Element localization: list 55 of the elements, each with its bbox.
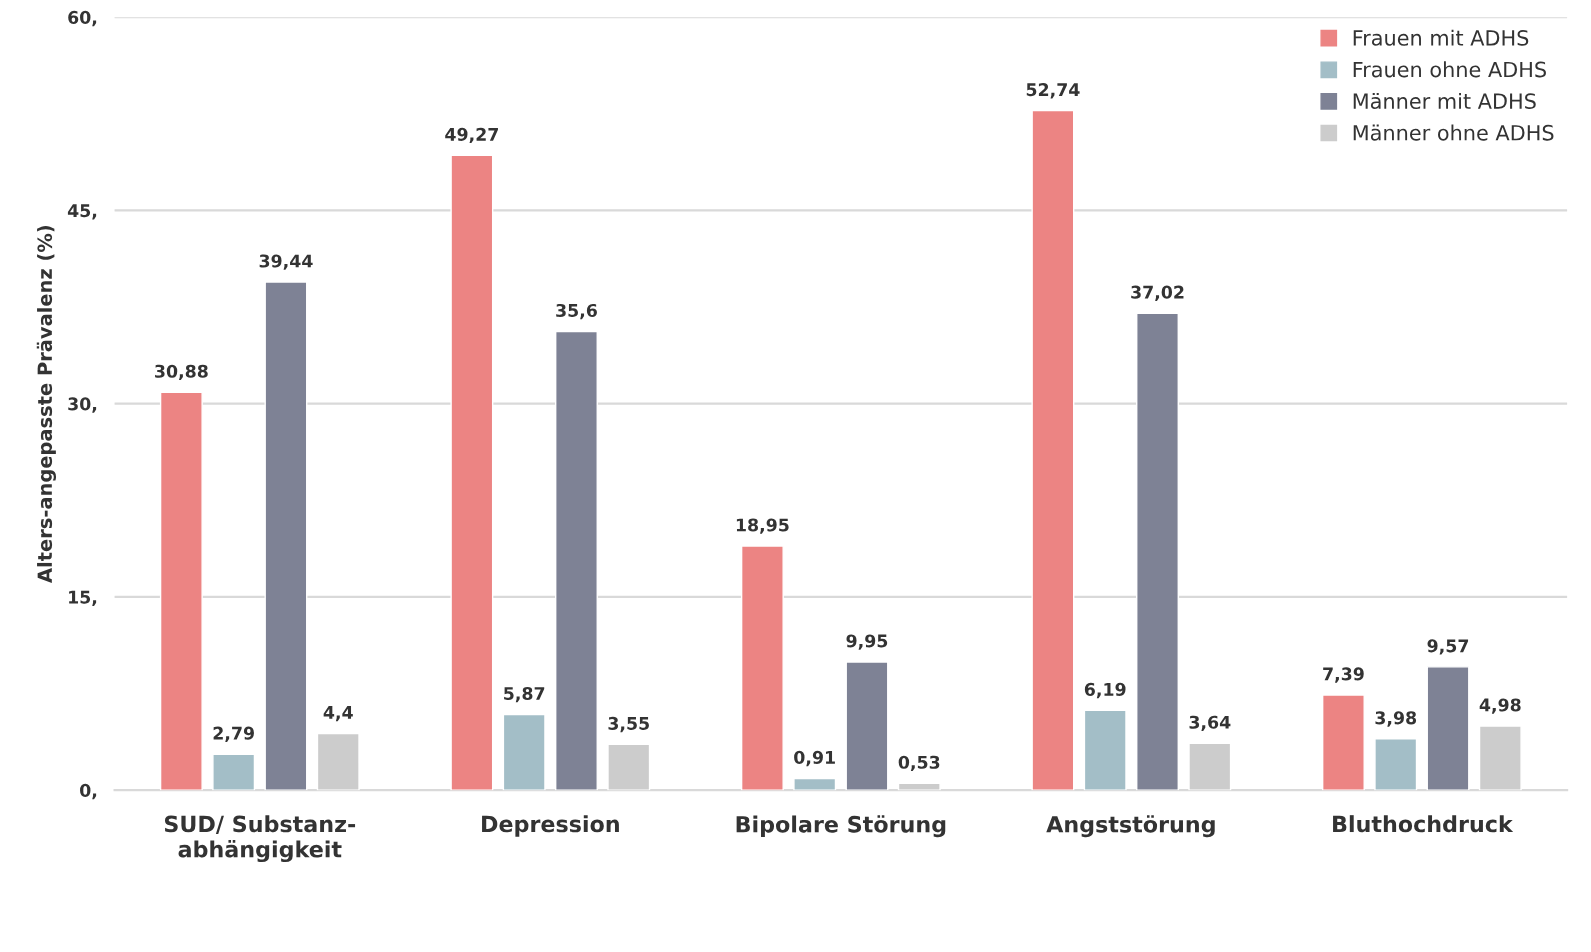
bar: [1083, 709, 1127, 791]
data-label: 39,44: [259, 254, 313, 270]
x-tick-label: Bluthochdruck: [1333, 815, 1514, 833]
bar: [793, 777, 837, 791]
bar: [1031, 109, 1075, 791]
y-tick-label: 0,: [80, 783, 97, 800]
legend-label: Frauen mit ADHS: [1353, 29, 1529, 46]
data-label: 18,95: [736, 518, 789, 534]
x-tick-label: Bipolare Störung: [736, 815, 946, 838]
y-tick-label: 45,: [67, 204, 97, 220]
data-label: 9,57: [1427, 639, 1469, 655]
y-tick-label: 30,: [68, 397, 97, 413]
bar: [212, 753, 256, 791]
bar: [1136, 312, 1179, 791]
data-label: 3,98: [1375, 711, 1417, 727]
legend-label: Männer mit ADHS: [1353, 92, 1536, 109]
data-label: 3,55: [608, 716, 649, 733]
data-label: 49,27: [445, 127, 498, 144]
bar: [607, 743, 651, 791]
bar: [555, 330, 598, 791]
data-label: 0,91: [794, 750, 835, 767]
legend-label: Frauen ohne ADHS: [1353, 61, 1546, 78]
data-label: 52,74: [1026, 83, 1080, 99]
bar: [1478, 725, 1522, 791]
y-tick-label: 15,: [69, 590, 97, 606]
bar: [1321, 694, 1365, 791]
legend-label: Männer ohne ADHS: [1353, 124, 1554, 141]
bar: [740, 545, 784, 791]
data-label: 4,4: [323, 706, 353, 722]
x-tick-label: Angststörung: [1046, 815, 1215, 838]
data-label: 9,95: [846, 634, 888, 650]
data-label: 30,88: [155, 364, 208, 381]
data-label: 6,19: [1084, 682, 1126, 699]
bar: [316, 732, 360, 791]
data-label: 0,53: [898, 755, 940, 772]
data-label: 3,64: [1189, 715, 1231, 732]
data-label: 35,6: [556, 303, 597, 320]
bar: [897, 782, 941, 791]
bar: [1426, 666, 1470, 791]
y-tick-label: 60,: [68, 10, 97, 27]
bar: [502, 713, 546, 791]
data-label: 5,87: [504, 686, 545, 703]
bar: [264, 281, 308, 791]
bar: [159, 391, 203, 791]
bar: [1188, 742, 1232, 791]
data-label: 2,79: [213, 726, 254, 742]
data-label: 37,02: [1131, 285, 1184, 301]
bar: [845, 661, 889, 791]
x-tick-label: Depression: [482, 815, 619, 837]
x-tick-label: SUD/ Substanz- abhängigkeit: [164, 815, 356, 863]
data-label: 7,39: [1323, 667, 1364, 683]
bar: [1374, 738, 1418, 791]
bar: [450, 154, 494, 791]
y-axis-title: Alters-angepasste Prävalenz (%): [36, 225, 57, 583]
data-label: 4,98: [1479, 698, 1521, 714]
